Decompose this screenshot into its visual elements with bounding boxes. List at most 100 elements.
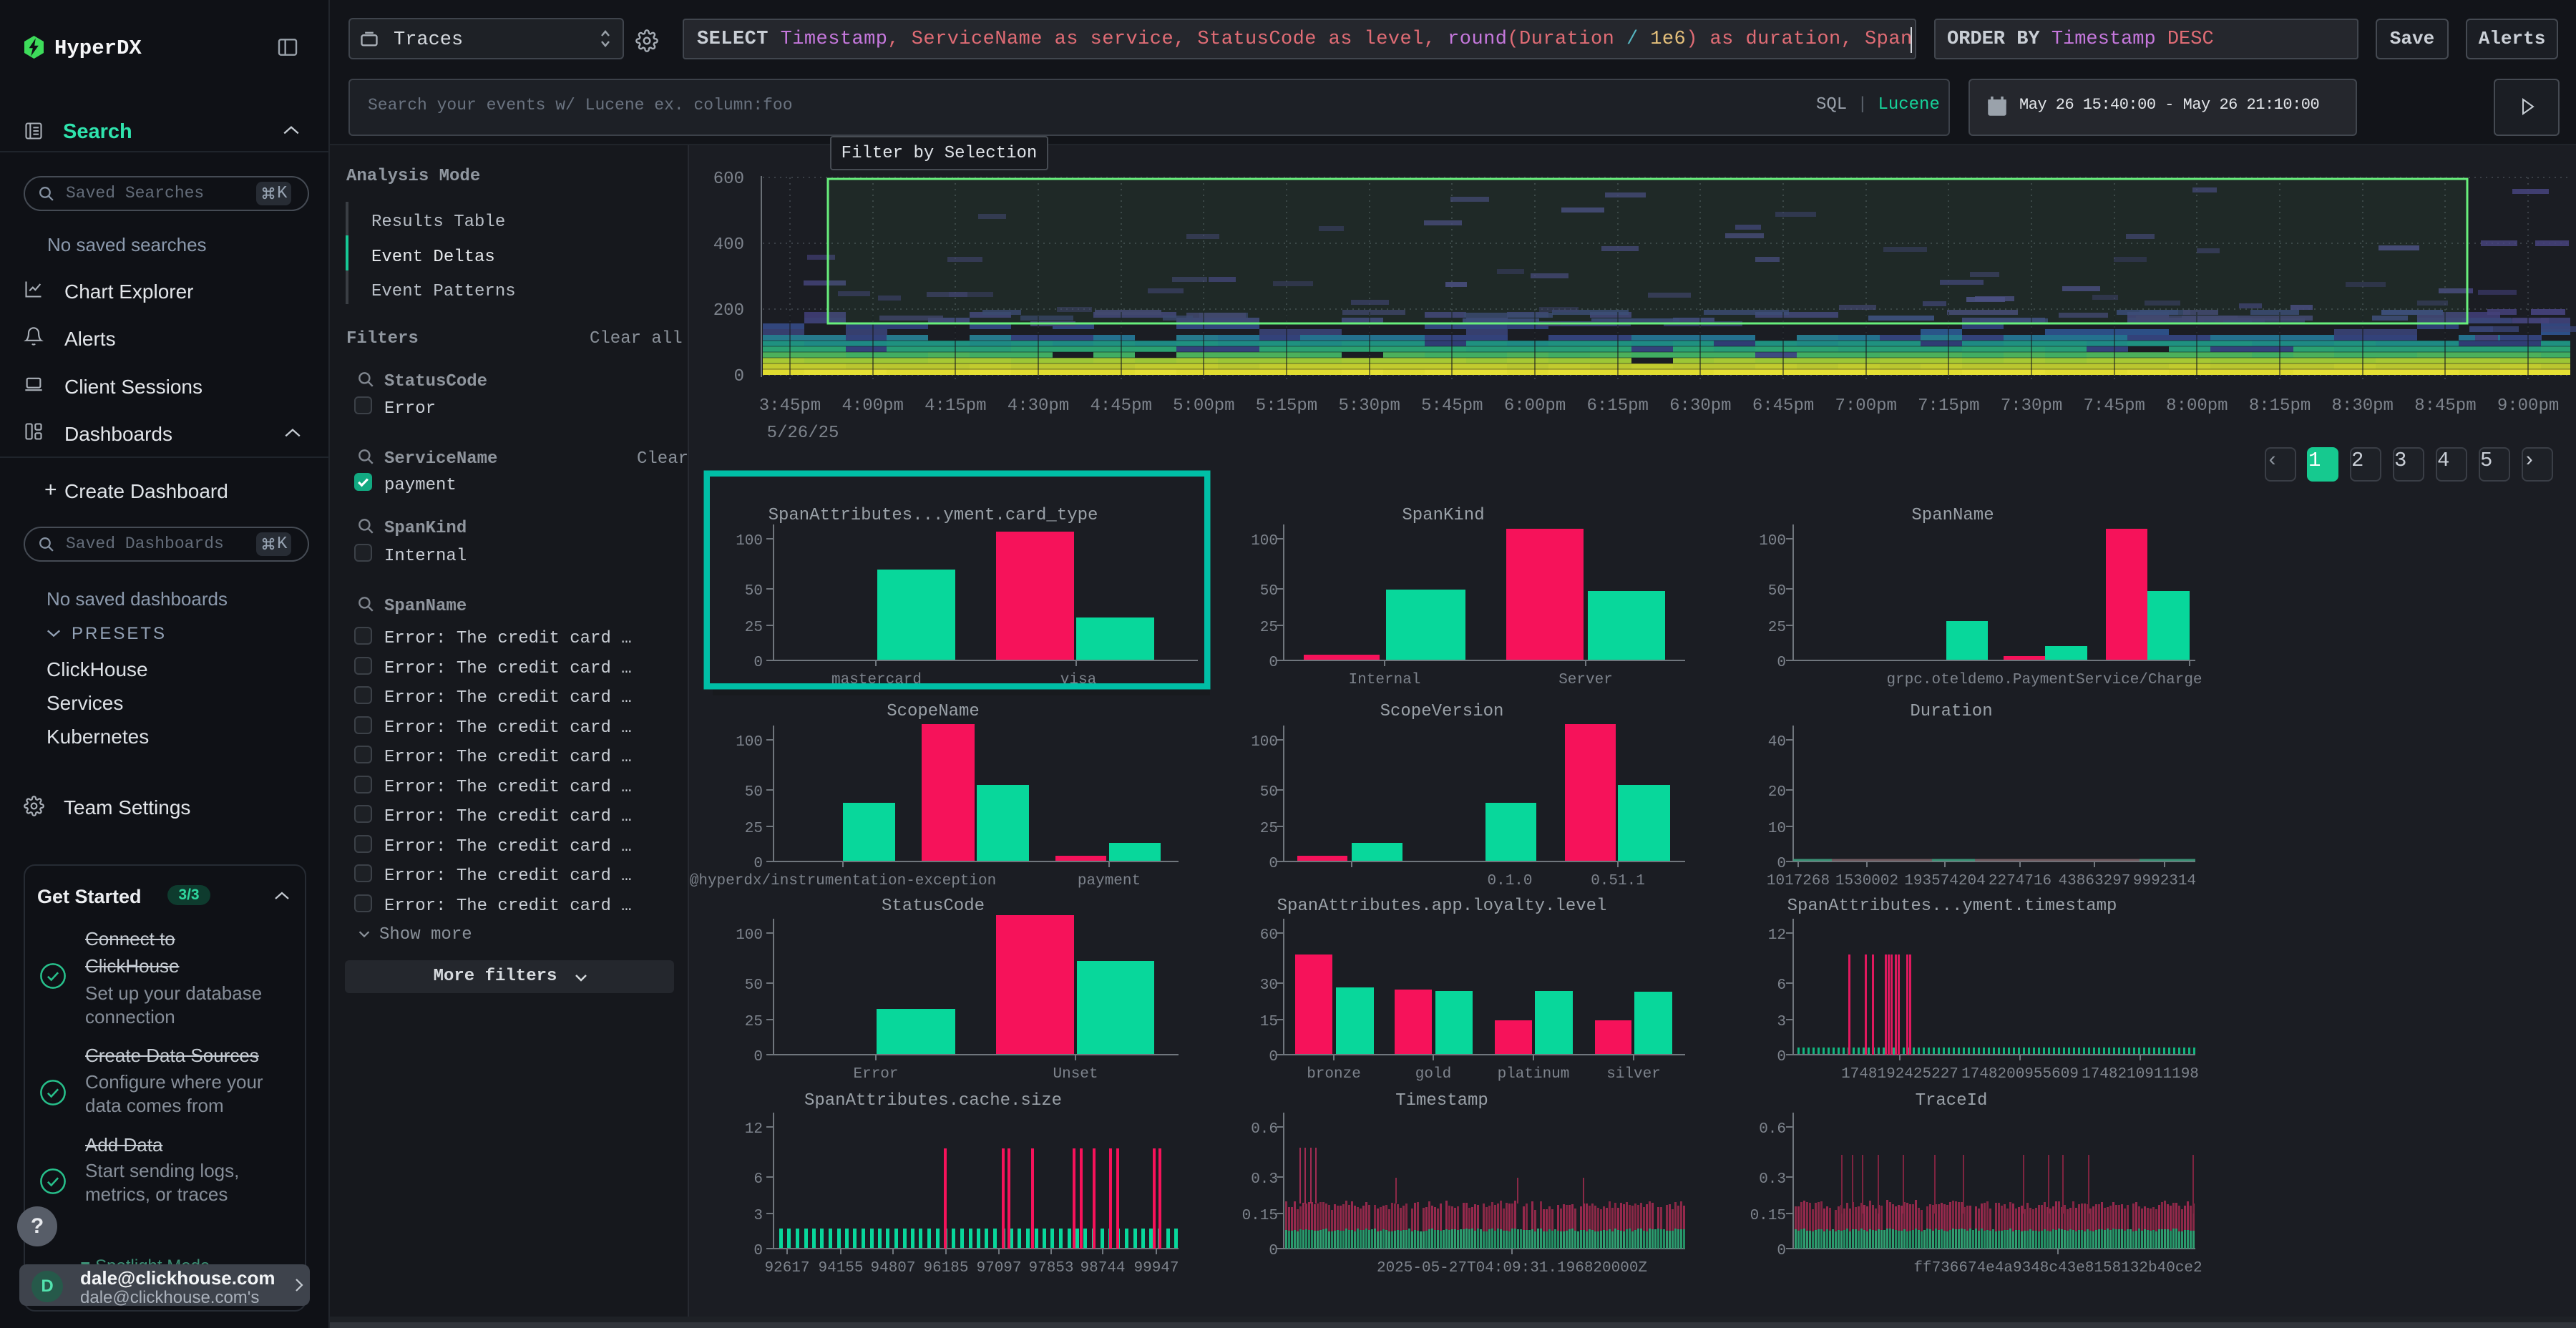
svg-text:7:15pm: 7:15pm [1918,396,1979,416]
svg-text:12: 12 [1768,927,1786,944]
svg-text:25: 25 [1260,620,1278,636]
svg-text:30: 30 [1260,977,1278,994]
svg-text:94807: 94807 [870,1260,915,1276]
svg-text:5:30pm: 5:30pm [1338,396,1400,416]
svg-text:100: 100 [1251,734,1278,751]
svg-text:6: 6 [1777,977,1786,994]
svg-text:0: 0 [1777,1243,1786,1259]
svg-text:1530002: 1530002 [1835,873,1898,889]
svg-text:0.51.1: 0.51.1 [1591,873,1645,889]
svg-text:ff736674e4a9348c43e8158132b40c: ff736674e4a9348c43e8158132b40ce2 [1913,1260,2202,1276]
svg-text:200: 200 [713,301,744,321]
svg-text:400: 400 [713,235,744,255]
svg-text:@hyperdx/instrumentation-excep: @hyperdx/instrumentation-exception [690,873,996,889]
svg-text:4:30pm: 4:30pm [1008,396,1069,416]
svg-text:7:00pm: 7:00pm [1835,396,1896,416]
svg-text:Server: Server [1558,672,1613,688]
svg-text:5:45pm: 5:45pm [1421,396,1483,416]
svg-text:Timestamp: Timestamp [1395,1091,1488,1110]
svg-text:6:45pm: 6:45pm [1752,396,1814,416]
svg-text:0.6: 0.6 [1251,1121,1278,1138]
svg-text:0.1.0: 0.1.0 [1487,873,1532,889]
svg-text:payment: payment [1078,873,1141,889]
svg-text:6:00pm: 6:00pm [1504,396,1566,416]
svg-text:5:00pm: 5:00pm [1173,396,1234,416]
svg-text:TraceId: TraceId [1916,1091,1988,1110]
svg-text:50: 50 [745,784,763,801]
svg-text:0: 0 [1269,655,1278,671]
svg-text:6: 6 [753,1171,763,1188]
svg-text:7:30pm: 7:30pm [2001,396,2062,416]
svg-text:0: 0 [734,367,744,386]
svg-text:99947: 99947 [1133,1260,1179,1276]
svg-text:0: 0 [753,1049,763,1065]
svg-text:100: 100 [1251,533,1278,550]
svg-text:3:45pm: 3:45pm [759,396,821,416]
svg-text:mastercard: mastercard [831,672,922,688]
svg-text:12: 12 [745,1121,763,1138]
svg-text:5:15pm: 5:15pm [1256,396,1317,416]
svg-text:platinum: platinum [1498,1066,1570,1083]
svg-text:0: 0 [753,1243,763,1259]
svg-text:0.6: 0.6 [1759,1121,1786,1138]
svg-text:97097: 97097 [976,1260,1021,1276]
svg-text:25: 25 [1260,821,1278,837]
svg-text:9992314: 9992314 [2133,873,2196,889]
svg-text:0.15: 0.15 [1750,1208,1786,1224]
svg-text:97853: 97853 [1028,1260,1073,1276]
svg-text:Duration: Duration [1910,702,1992,721]
svg-text:8:45pm: 8:45pm [2414,396,2476,416]
svg-text:0: 0 [1269,1049,1278,1065]
svg-text:15: 15 [1260,1014,1278,1030]
svg-text:25: 25 [745,1014,763,1030]
svg-text:8:30pm: 8:30pm [2332,396,2394,416]
svg-text:1748210911198: 1748210911198 [2082,1066,2199,1083]
svg-text:25: 25 [745,821,763,837]
svg-text:2025-05-27T04:09:31.196820000Z: 2025-05-27T04:09:31.196820000Z [1377,1260,1647,1276]
svg-text:98744: 98744 [1080,1260,1125,1276]
svg-text:8:15pm: 8:15pm [2249,396,2311,416]
svg-text:2274716: 2274716 [1989,873,2051,889]
svg-text:SpanName: SpanName [1911,506,1994,525]
svg-text:100: 100 [736,927,763,944]
svg-text:40: 40 [1768,734,1786,751]
svg-text:0: 0 [1269,856,1278,872]
svg-text:0: 0 [753,655,763,671]
svg-text:0.3: 0.3 [1251,1171,1278,1188]
svg-text:ScopeName: ScopeName [887,702,980,721]
svg-text:9:00pm: 9:00pm [2497,396,2559,416]
svg-text:3: 3 [1777,1014,1786,1030]
svg-text:50: 50 [1260,583,1278,600]
svg-text:SpanAttributes.app.loyalty.lev: SpanAttributes.app.loyalty.level [1277,897,1607,916]
svg-text:7:45pm: 7:45pm [2084,396,2145,416]
svg-text:100: 100 [736,533,763,550]
svg-text:6:30pm: 6:30pm [1669,396,1731,416]
svg-text:92617: 92617 [764,1260,809,1276]
svg-text:0: 0 [1777,655,1786,671]
svg-text:4:00pm: 4:00pm [841,396,903,416]
svg-text:0.3: 0.3 [1759,1171,1786,1188]
svg-text:50: 50 [745,583,763,600]
svg-text:ScopeVersion: ScopeVersion [1380,702,1504,721]
svg-text:grpc.oteldemo.PaymentService/C: grpc.oteldemo.PaymentService/Charge [1886,672,2202,688]
svg-text:20: 20 [1768,784,1786,801]
svg-text:1748192425227: 1748192425227 [1841,1066,1958,1083]
svg-text:gold: gold [1415,1066,1451,1083]
svg-text:25: 25 [1768,620,1786,636]
svg-text:Unset: Unset [1053,1066,1098,1083]
svg-text:SpanAttributes...yment.card_ty: SpanAttributes...yment.card_type [769,506,1098,525]
svg-text:4:45pm: 4:45pm [1090,396,1151,416]
svg-text:100: 100 [736,734,763,751]
svg-text:50: 50 [745,977,763,994]
svg-text:193574204: 193574204 [1904,873,1985,889]
svg-text:SpanAttributes...yment.timesta: SpanAttributes...yment.timestamp [1787,897,2117,916]
svg-text:0: 0 [1777,856,1786,872]
svg-text:50: 50 [1260,784,1278,801]
svg-text:1748200955609: 1748200955609 [1961,1066,2079,1083]
svg-text:5/26/25: 5/26/25 [767,424,839,443]
svg-text:43863297: 43863297 [2059,873,2131,889]
svg-text:0: 0 [1269,1243,1278,1259]
svg-text:Internal: Internal [1349,672,1421,688]
svg-text:10: 10 [1768,821,1786,837]
svg-text:94155: 94155 [818,1260,863,1276]
